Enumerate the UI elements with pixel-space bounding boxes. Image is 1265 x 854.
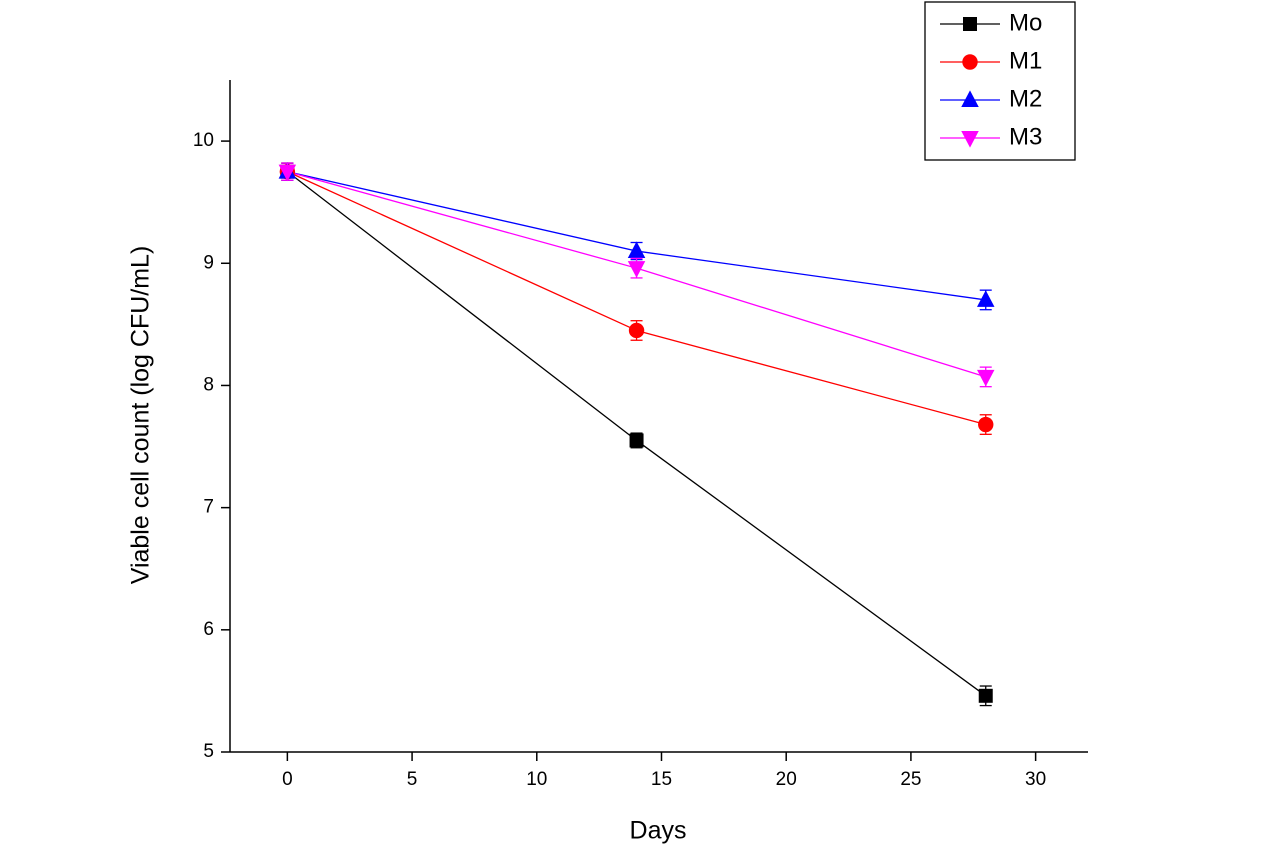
x-tick-label: 25	[900, 769, 921, 790]
marker	[978, 416, 994, 433]
marker	[976, 369, 995, 387]
y-axis-label: Viable cell count (log CFU/mL)	[127, 246, 155, 585]
marker	[628, 322, 645, 339]
x-tick-label: 15	[651, 769, 672, 790]
y-tick-label: 10	[193, 130, 214, 151]
marker	[961, 90, 979, 107]
y-tick-label: 9	[203, 252, 214, 273]
legend-label: Mo	[1009, 9, 1042, 36]
marker	[961, 131, 979, 148]
y-tick-label: 7	[203, 497, 214, 518]
series-line	[287, 171, 986, 301]
marker	[627, 261, 646, 278]
y-tick-label: 8	[203, 374, 214, 395]
x-tick-label: 5	[407, 769, 418, 790]
marker	[962, 54, 978, 70]
legend-label: M1	[1009, 47, 1042, 74]
y-tick-label: 5	[203, 741, 214, 762]
x-axis-label: Days	[630, 817, 687, 845]
marker	[963, 17, 977, 31]
x-tick-label: 20	[776, 769, 797, 790]
marker	[629, 433, 644, 448]
marker	[978, 688, 993, 703]
marker	[627, 241, 646, 259]
legend-label: M2	[1009, 85, 1042, 112]
series-line	[287, 171, 986, 426]
marker	[976, 290, 995, 307]
legend-box	[924, 1, 1076, 161]
x-tick-label: 0	[282, 769, 293, 790]
x-tick-label: 30	[1025, 769, 1046, 790]
y-tick-label: 6	[203, 619, 214, 640]
legend-label: M3	[1009, 123, 1042, 150]
marker	[278, 164, 297, 182]
x-tick-label: 10	[526, 769, 547, 790]
